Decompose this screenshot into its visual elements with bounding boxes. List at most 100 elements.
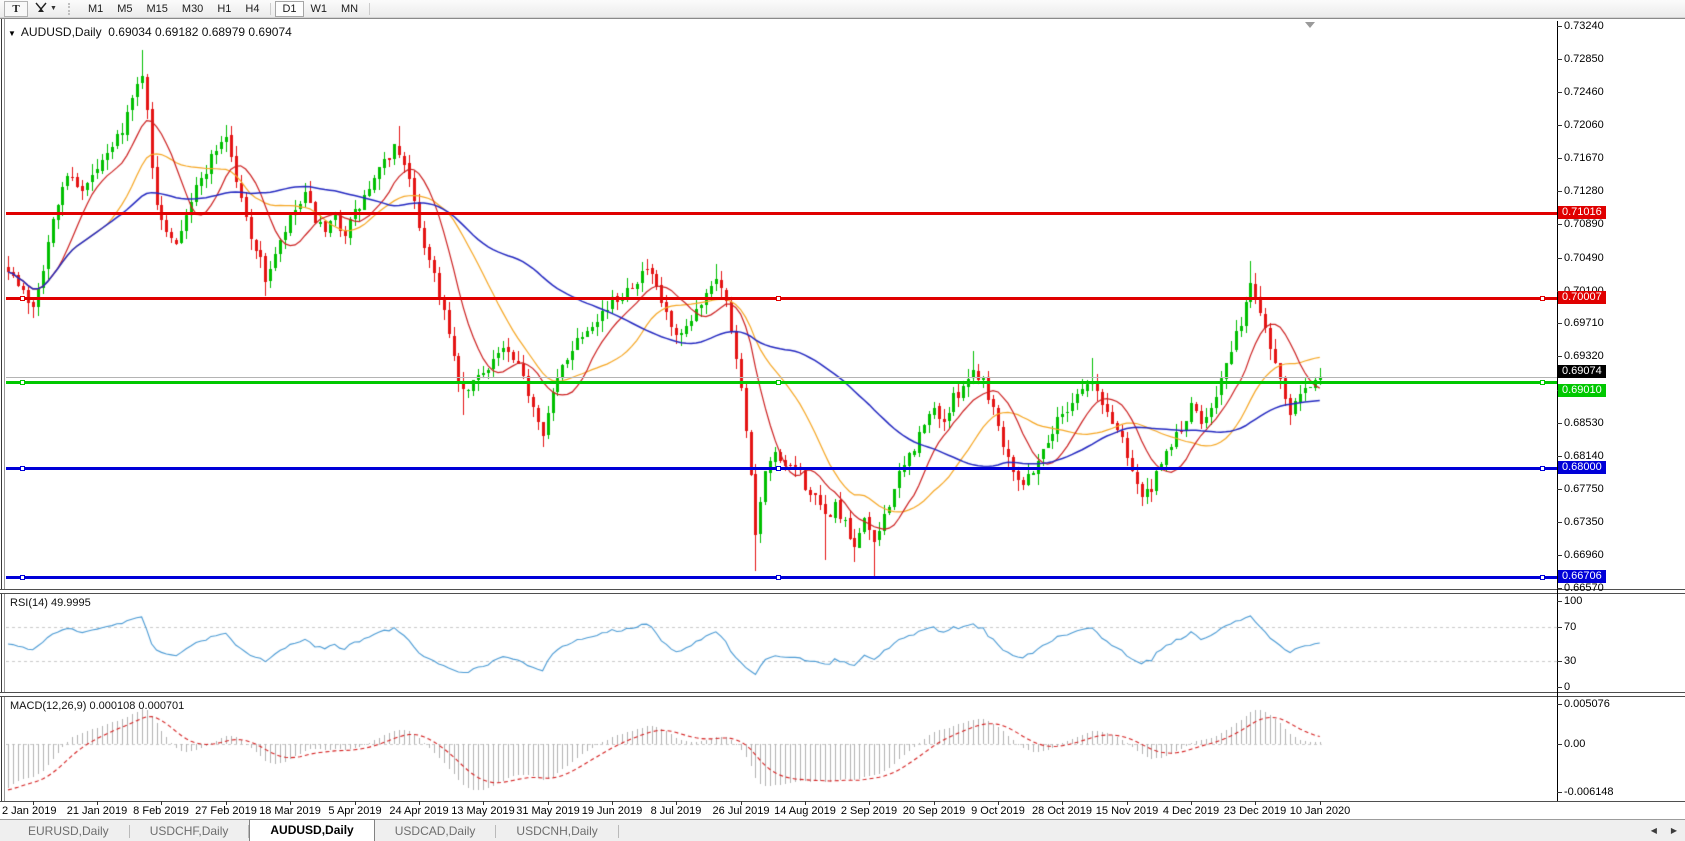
symbol-tab-bar: ◀ ▶ EURUSD,Daily USDCHF,Daily AUDUSD,Daily… <box>0 819 1685 841</box>
price-axis-tick-label[interactable]: 0.72850 <box>1564 53 1604 65</box>
symbol-tab-audusd[interactable]: AUDUSD,Daily <box>249 819 375 841</box>
date-axis-label[interactable]: 2 Jan 2019 <box>2 805 57 817</box>
price-axis-tick-label[interactable]: 0.66570 <box>1564 582 1604 594</box>
timeframe-button-h1[interactable]: H1 <box>210 1 238 17</box>
date-axis-label[interactable]: 31 May 2019 <box>516 805 580 817</box>
timeframe-button-w1[interactable]: W1 <box>304 1 335 17</box>
rsi-axis-tick-label[interactable]: 100 <box>1564 595 1583 607</box>
timeframe-button-m15[interactable]: M15 <box>140 1 175 17</box>
date-axis-label[interactable]: 8 Jul 2019 <box>650 805 702 817</box>
date-axis-label[interactable]: 15 Nov 2019 <box>1095 805 1159 817</box>
date-axis-label[interactable]: 14 Aug 2019 <box>774 805 836 817</box>
line-drag-handle[interactable] <box>20 466 25 471</box>
date-axis-label[interactable]: 10 Jan 2020 <box>1289 805 1351 817</box>
horizontal-line-0.66706[interactable] <box>6 575 1557 580</box>
price-axis-tick-label[interactable]: 0.72460 <box>1564 86 1604 98</box>
date-axis-label[interactable]: 5 Apr 2019 <box>328 805 382 817</box>
line-drag-handle[interactable] <box>776 466 781 471</box>
symbol-tab-usdchf[interactable]: USDCHF,Daily <box>149 824 229 838</box>
line-drag-handle[interactable] <box>20 575 25 580</box>
date-axis-label[interactable]: 8 Feb 2019 <box>133 805 189 817</box>
date-axis-tick-mark <box>741 801 742 805</box>
date-axis-label[interactable]: 20 Sep 2019 <box>902 805 966 817</box>
price-axis-tick-label[interactable]: 0.66960 <box>1564 549 1604 561</box>
horizontal-line-0.71016[interactable] <box>6 212 1557 215</box>
symbol-tab-usdcad[interactable]: USDCAD,Daily <box>394 824 476 838</box>
horizontal-line-0.69010[interactable] <box>6 380 1557 385</box>
panel-separator-rsi[interactable] <box>0 589 1685 594</box>
line-drag-handle[interactable] <box>20 296 25 301</box>
timeframe-button-m5[interactable]: M5 <box>110 1 139 17</box>
price-axis-tick-label[interactable]: 0.67750 <box>1564 483 1604 495</box>
price-axis-tick-mark <box>1557 224 1562 225</box>
window-left-edge-inner <box>4 19 5 801</box>
line-drag-handle[interactable] <box>20 380 25 385</box>
price-axis-tick-label[interactable]: 0.71280 <box>1564 185 1604 197</box>
tab-separator <box>128 825 130 838</box>
price-axis-tick-label[interactable]: 0.70890 <box>1564 218 1604 230</box>
horizontal-line-0.68000[interactable] <box>6 466 1557 471</box>
price-axis-tick-label[interactable]: 0.67350 <box>1564 516 1604 528</box>
price-axis-tick-label[interactable]: 0.68140 <box>1564 450 1604 462</box>
price-axis-tick-label[interactable]: 0.69320 <box>1564 350 1604 362</box>
panel-separator-macd[interactable] <box>0 692 1685 697</box>
line-drag-handle[interactable] <box>776 575 781 580</box>
timeframe-button-h4[interactable]: H4 <box>238 1 266 17</box>
date-axis-label[interactable]: 21 Jan 2019 <box>66 805 128 817</box>
line-drag-handle[interactable] <box>776 296 781 301</box>
timeframe-button-d1[interactable]: D1 <box>275 0 304 17</box>
line-drag-handle[interactable] <box>1540 296 1545 301</box>
date-axis-label[interactable]: 24 Apr 2019 <box>389 805 449 817</box>
price-axis-tick-label[interactable]: 0.70490 <box>1564 252 1604 264</box>
tab-scroll-right-icon[interactable]: ▶ <box>1670 826 1677 835</box>
cursor-tools-dropdown-button[interactable]: ▼ <box>28 1 64 17</box>
horizontal-line-0.70007[interactable] <box>6 296 1557 301</box>
line-drag-handle[interactable] <box>1540 380 1545 385</box>
timeframe-button-m1[interactable]: M1 <box>81 1 110 17</box>
rsi-axis-tick-label[interactable]: 30 <box>1564 655 1577 667</box>
timeframe-button-mn[interactable]: MN <box>334 1 365 17</box>
date-axis-label[interactable]: 23 Dec 2019 <box>1223 805 1287 817</box>
macd-axis-tick-label[interactable]: -0.006148 <box>1564 786 1614 798</box>
line-drag-handle[interactable] <box>776 380 781 385</box>
macd-axis-tick-label[interactable]: 0.005076 <box>1564 698 1610 710</box>
date-axis-label[interactable]: 18 Mar 2019 <box>259 805 321 817</box>
price-axis-tick-label[interactable]: 0.73240 <box>1564 20 1604 32</box>
text-tool-button[interactable]: T <box>4 0 28 17</box>
rsi-axis-tick-mark <box>1557 661 1562 662</box>
rsi-axis-tick-label[interactable]: 0 <box>1564 681 1571 693</box>
timeframe-button-m30[interactable]: M30 <box>175 1 210 17</box>
price-axis-tick-label[interactable]: 0.68530 <box>1564 417 1604 429</box>
date-axis-label[interactable]: 28 Oct 2019 <box>1032 805 1092 817</box>
tab-separator <box>248 825 250 838</box>
date-axis-tick-mark <box>934 801 935 805</box>
rsi-axis-tick-label[interactable]: 70 <box>1564 621 1577 633</box>
price-axis-tick-label[interactable]: 0.69710 <box>1564 317 1604 329</box>
date-axis-tick-mark <box>161 801 162 805</box>
price-axis-tick-label[interactable]: 0.72060 <box>1564 119 1604 131</box>
toolbar: T ▼ M1 M5 M15 M30 H1 H4 D1 W1 MN <box>0 0 1685 18</box>
date-axis-label[interactable]: 13 May 2019 <box>451 805 515 817</box>
date-axis-label[interactable]: 19 Jun 2019 <box>581 805 643 817</box>
date-axis-label[interactable]: 2 Sep 2019 <box>840 805 898 817</box>
date-axis-tick-mark <box>419 801 420 805</box>
date-axis-tick-mark <box>97 801 98 805</box>
chart-title-quotes: 0.69034 0.69182 0.68979 0.69074 <box>108 25 292 39</box>
rsi-axis-tick-mark <box>1557 687 1562 688</box>
tab-scroll-left-icon[interactable]: ◀ <box>1650 826 1657 835</box>
symbol-tab-usdcnh[interactable]: USDCNH,Daily <box>516 824 598 838</box>
date-axis-tick-mark <box>1191 801 1192 805</box>
price-chart-canvas[interactable] <box>6 21 1557 801</box>
line-drag-handle[interactable] <box>1540 466 1545 471</box>
macd-axis-tick-label[interactable]: 0.00 <box>1564 738 1586 750</box>
date-axis-label[interactable]: 27 Feb 2019 <box>195 805 257 817</box>
date-axis-tick-mark <box>1127 801 1128 805</box>
symbol-tab-eurusd[interactable]: EURUSD,Daily <box>28 824 109 838</box>
date-axis-label[interactable]: 4 Dec 2019 <box>1162 805 1220 817</box>
macd-axis-tick-mark <box>1557 792 1562 793</box>
line-drag-handle[interactable] <box>1540 575 1545 580</box>
date-axis-label[interactable]: 9 Oct 2019 <box>971 805 1025 817</box>
tab-scroll-buttons: ◀ ▶ <box>1651 826 1677 835</box>
date-axis-label[interactable]: 26 Jul 2019 <box>712 805 770 817</box>
price-axis-tick-label[interactable]: 0.71670 <box>1564 152 1604 164</box>
